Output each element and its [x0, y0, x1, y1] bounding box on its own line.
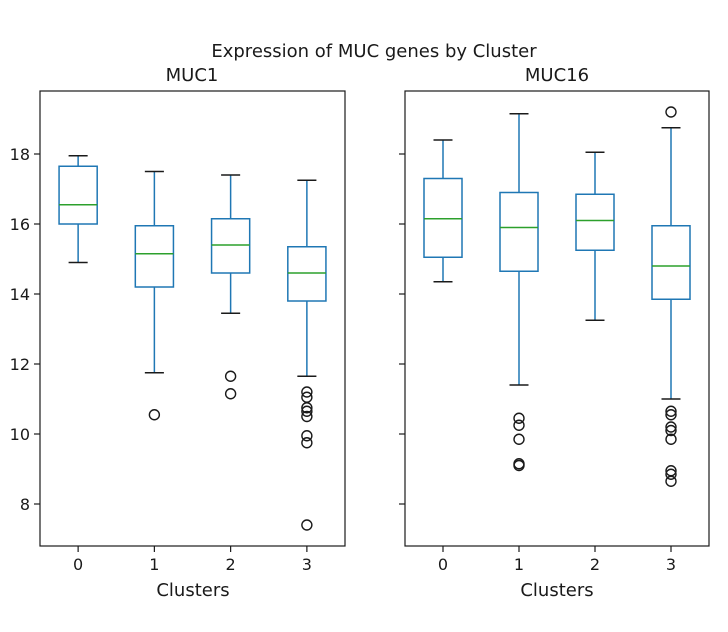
- outlier-point: [301, 437, 313, 449]
- outlier-point: [301, 405, 313, 417]
- figure-title: Expression of MUC genes by Cluster: [211, 41, 537, 62]
- x-tick-label: 0: [73, 555, 83, 574]
- box-cluster-3: [651, 106, 691, 487]
- box-cluster-1: [499, 113, 539, 472]
- x-tick-label: 2: [226, 555, 236, 574]
- outlier-point: [513, 433, 525, 445]
- box-cluster-2: [210, 174, 251, 400]
- box-cluster-0: [58, 155, 98, 264]
- iqr-box: [499, 191, 539, 272]
- x-tick-label: 2: [590, 555, 600, 574]
- y-tick-label: 12: [10, 355, 30, 374]
- y-tick-label: 16: [10, 215, 30, 234]
- outlier-point: [301, 519, 313, 531]
- box-cluster-0: [423, 139, 463, 283]
- outlier-point: [301, 386, 313, 398]
- iqr-box: [575, 193, 615, 251]
- iqr-box: [210, 218, 251, 274]
- x-tick-label: 3: [302, 555, 312, 574]
- x-axis-label-muc16: Clusters: [520, 580, 593, 601]
- outlier-point: [148, 409, 161, 421]
- outlier-point: [224, 388, 237, 400]
- subplot-title-muc1: MUC1: [166, 65, 219, 86]
- outlier-point: [665, 405, 677, 417]
- iqr-box: [287, 246, 327, 302]
- iqr-box: [58, 165, 98, 225]
- outlier-point: [665, 409, 677, 421]
- axes-frame: [39, 90, 346, 547]
- outlier-point: [665, 433, 677, 445]
- y-tick-label: 18: [10, 145, 30, 164]
- y-tick-label: 8: [20, 495, 30, 514]
- x-tick-label: 1: [149, 555, 159, 574]
- outlier-point: [513, 419, 525, 431]
- axes-frame: [404, 90, 710, 547]
- box-cluster-1: [134, 170, 175, 421]
- outlier-point: [301, 410, 313, 423]
- iqr-box: [134, 225, 175, 288]
- x-axis-label-muc1: Clusters: [156, 580, 229, 601]
- outlier-point: [665, 106, 677, 118]
- x-tick-label: 3: [666, 555, 676, 574]
- outlier-point: [513, 412, 525, 424]
- iqr-box: [423, 177, 463, 258]
- outlier-point: [665, 475, 677, 487]
- outlier-point: [665, 424, 677, 437]
- y-tick-label: 14: [10, 285, 30, 304]
- box-cluster-3: [287, 179, 327, 531]
- subplot-muc16: MUC16 Clusters 0 1 2 3: [399, 65, 710, 601]
- outlier-point: [301, 430, 313, 442]
- outlier-point: [513, 459, 525, 472]
- x-tick-label: 1: [514, 555, 524, 574]
- iqr-box: [651, 225, 691, 300]
- subplot-title-muc16: MUC16: [525, 65, 589, 86]
- y-tick-label: 10: [10, 425, 30, 444]
- x-tick-label: 0: [438, 555, 448, 574]
- outlier-point: [665, 468, 677, 480]
- outlier-point: [665, 421, 677, 433]
- box-cluster-2: [575, 151, 615, 321]
- outlier-point: [301, 402, 313, 414]
- outlier-point: [224, 370, 237, 382]
